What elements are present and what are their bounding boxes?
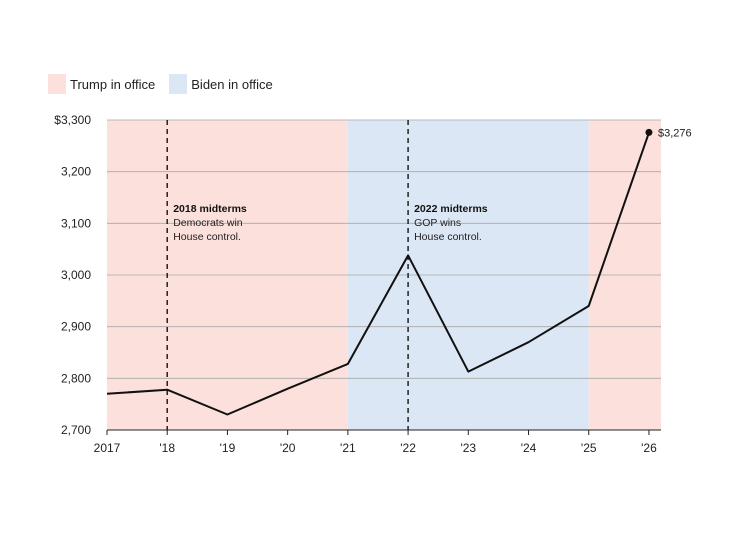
x-tick-label-2026: '26 xyxy=(641,441,657,455)
y-tick-label-3300: $3,300 xyxy=(54,113,91,127)
y-tick-label-2700: 2,700 xyxy=(61,423,91,437)
x-tick-label-2020: '20 xyxy=(280,441,296,455)
series-line xyxy=(106,132,650,416)
annotation-text-2018-0: Democrats win xyxy=(173,217,243,229)
legend-label-biden: Biden in office xyxy=(191,76,273,92)
y-tick-label-3000: 3,000 xyxy=(61,268,91,282)
legend-label-trump: Trump in office xyxy=(70,76,156,92)
x-tick-label-2019: '19 xyxy=(220,441,236,455)
annotation-text-2018-1: House control. xyxy=(173,231,241,243)
y-tick-label-3100: 3,100 xyxy=(61,216,91,230)
annotation-title-2022: 2022 midterms xyxy=(414,203,488,215)
annotation-title-2018: 2018 midterms xyxy=(173,203,247,215)
annotation-text-2022-0: GOP wins xyxy=(414,217,461,229)
legend-item-biden: Biden in office xyxy=(169,74,273,94)
x-tick-label-2022: '22 xyxy=(400,441,416,455)
x-tick-label-2025: '25 xyxy=(581,441,597,455)
y-tick-label-2800: 2,800 xyxy=(61,371,91,385)
legend-swatch-biden xyxy=(169,74,188,94)
annotation-text-2022-1: House control. xyxy=(414,231,482,243)
x-tick-label-2021: '21 xyxy=(340,441,356,455)
x-tick-label-2017: 2017 xyxy=(94,441,121,455)
legend-item-trump: Trump in office xyxy=(48,74,155,94)
x-tick-label-2024: '24 xyxy=(521,441,537,455)
x-tick-label-2023: '23 xyxy=(460,441,476,455)
y-tick-label-3200: 3,200 xyxy=(61,165,91,179)
x-tick-label-2018: '18 xyxy=(159,441,175,455)
endpoint-marker xyxy=(645,128,653,136)
y-tick-label-2900: 2,900 xyxy=(61,320,91,334)
legend: Trump in office Biden in office xyxy=(48,74,287,94)
legend-swatch-trump xyxy=(48,74,66,94)
endpoint-label: $3,276 xyxy=(658,127,692,139)
